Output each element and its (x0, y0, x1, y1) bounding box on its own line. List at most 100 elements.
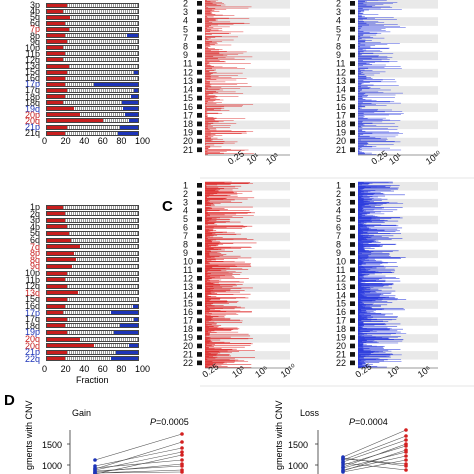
bottom-loss-chr-label: 22 (336, 358, 346, 368)
top-gain-band (205, 51, 290, 61)
panel-letter-d: D (4, 392, 15, 409)
top-arm-arm-label: 4p (29, 6, 40, 17)
bottom-arm-gain-segment (47, 344, 95, 348)
bottom-gain-band (205, 317, 290, 326)
bottom-arm-arm-label: 19p (24, 327, 40, 338)
bottom-gain-ideogram (197, 250, 202, 256)
bottom-gain-chr-label: 9 (183, 248, 188, 258)
loss-after-point (404, 454, 408, 458)
bottom-arm-loss-segment (116, 350, 138, 354)
loss-pair-line (342, 449, 407, 472)
bottom-arm-arm-label: 20q (24, 334, 40, 344)
bottom-gain-chr-label: 16 (183, 307, 193, 317)
bottom-arm-loss-segment (110, 311, 138, 315)
bottom-arm-row-17p: 17p (0, 307, 145, 318)
top-gain-chr-label: 19 (183, 128, 193, 138)
bottom-arm-arm-label: 4p (29, 221, 40, 232)
bottom-arm-row-5q: 5q (0, 229, 145, 238)
top-arm-gain-segment (47, 125, 68, 129)
bottom-gain-ideogram (197, 225, 202, 230)
bottom-gain-ideogram (197, 301, 202, 307)
top-loss-ideogram (350, 147, 355, 153)
bottom-arm-bar (46, 263, 139, 269)
top-gain-ideogram (197, 95, 202, 101)
top-arm-row-6q: 6q (0, 19, 145, 28)
top-arm-bar (46, 94, 139, 99)
top-gain-chr-label: 9 (183, 50, 188, 60)
bottom-loss-chr-label: 16 (336, 307, 346, 317)
bottom-loss-ideogram (350, 301, 355, 307)
bottom-arm-gain-segment (47, 231, 69, 235)
bottom-gain-ideogram (197, 318, 202, 323)
top-loss-ideogram (350, 138, 355, 144)
bottom-gain-ideogram (197, 326, 202, 332)
top-loss-chr-label: 3 (336, 7, 341, 17)
top-arm-loss-segment (127, 34, 138, 37)
bottom-arm-bar (46, 296, 139, 302)
bottom-gain-chr-label: 21 (183, 349, 193, 359)
bottom-gain-chr-label: 3 (183, 197, 188, 207)
bottom-arm-bar (46, 316, 139, 322)
top-arm-gain-segment (47, 34, 66, 37)
top-gain-ideogram (197, 18, 202, 23)
top-loss-chr-label: 14 (336, 85, 346, 95)
bottom-arm-bar (46, 244, 139, 250)
bottom-arm-row-12q: 12q (0, 282, 145, 291)
bottom-loss-band (358, 317, 438, 326)
loss-pair-line (342, 462, 407, 471)
top-loss-chr-label: 2 (336, 0, 341, 8)
bottom-loss-chr-label: 7 (336, 231, 341, 241)
top-gain-ideogram (197, 44, 202, 49)
top-loss-ideogram (350, 35, 355, 41)
top-arm-row-5q: 5q (0, 13, 145, 22)
top-loss-ideogram (350, 9, 355, 15)
gain-pair-line (94, 465, 183, 472)
bottom-loss-chr-label: 14 (336, 290, 346, 300)
top-gain-ideogram (197, 147, 202, 153)
gain-pair-line (94, 459, 183, 469)
gain-ylabel: gments with CNV (24, 400, 34, 470)
bottom-loss-chr-label: 12 (336, 273, 346, 283)
bottom-loss-ideogram (350, 318, 355, 323)
bottom-arm-bar (46, 217, 139, 223)
top-arm-arm-label: 13q (24, 61, 40, 71)
top-arm-loss-segment (134, 70, 138, 74)
top-gain-band (205, 68, 290, 78)
top-gain-ideogram (197, 9, 202, 15)
bottom-gain-ideogram (197, 199, 202, 205)
top-arm-bar (46, 100, 139, 106)
bottom-arm-row-8p: 8p (0, 249, 145, 258)
top-loss-chr-label: 13 (336, 76, 346, 86)
bottom-arm-gain-segment (47, 337, 80, 341)
bottom-arm-row-15q: 15q (0, 295, 145, 304)
top-arm-arm-label: 17q (24, 85, 40, 96)
bottom-gain-ideogram (197, 352, 202, 357)
top-loss-ideogram (350, 52, 355, 58)
top-arm-row-19q: 19q (0, 103, 145, 114)
top-arm-row-7p: 7p (0, 25, 145, 34)
top-bar-x-axis: 0 20 40 60 80 100 (42, 136, 150, 150)
bottom-loss-band (358, 334, 438, 343)
bottom-loss-ideogram (350, 191, 355, 197)
top-arm-row-20p: 20p (0, 110, 145, 119)
top-arm-arm-label: 19q (24, 103, 40, 114)
top-loss-band (358, 103, 438, 112)
bottom-loss-chr-label: 6 (336, 223, 341, 233)
top-arm-gain-segment (47, 21, 66, 25)
bottom-loss-ideogram (350, 309, 355, 315)
top-arm-arm-label: 8p (29, 30, 40, 41)
bottom-arm-bar (46, 270, 139, 276)
top-loss-ideogram (350, 95, 355, 101)
bottom-gain-chr-label: 10 (183, 256, 193, 266)
top-gain-band (205, 86, 290, 95)
bottom-arm-gain-segment (47, 357, 66, 361)
bottom-arm-arm-label: 17p (24, 307, 40, 318)
bottom-loss-band (358, 266, 438, 275)
bottom-arm-gain-segment (47, 264, 73, 268)
bottom-arm-row-20q: 20q (0, 341, 145, 350)
bottom-arm-row-4p: 4p (0, 221, 145, 232)
bottom-arm-loss-segment (134, 317, 138, 321)
top-gain-ideogram (197, 87, 202, 92)
bottom-loss-chr-label: 3 (336, 197, 341, 207)
bottom-bar-x-tick: 0 (42, 364, 48, 374)
